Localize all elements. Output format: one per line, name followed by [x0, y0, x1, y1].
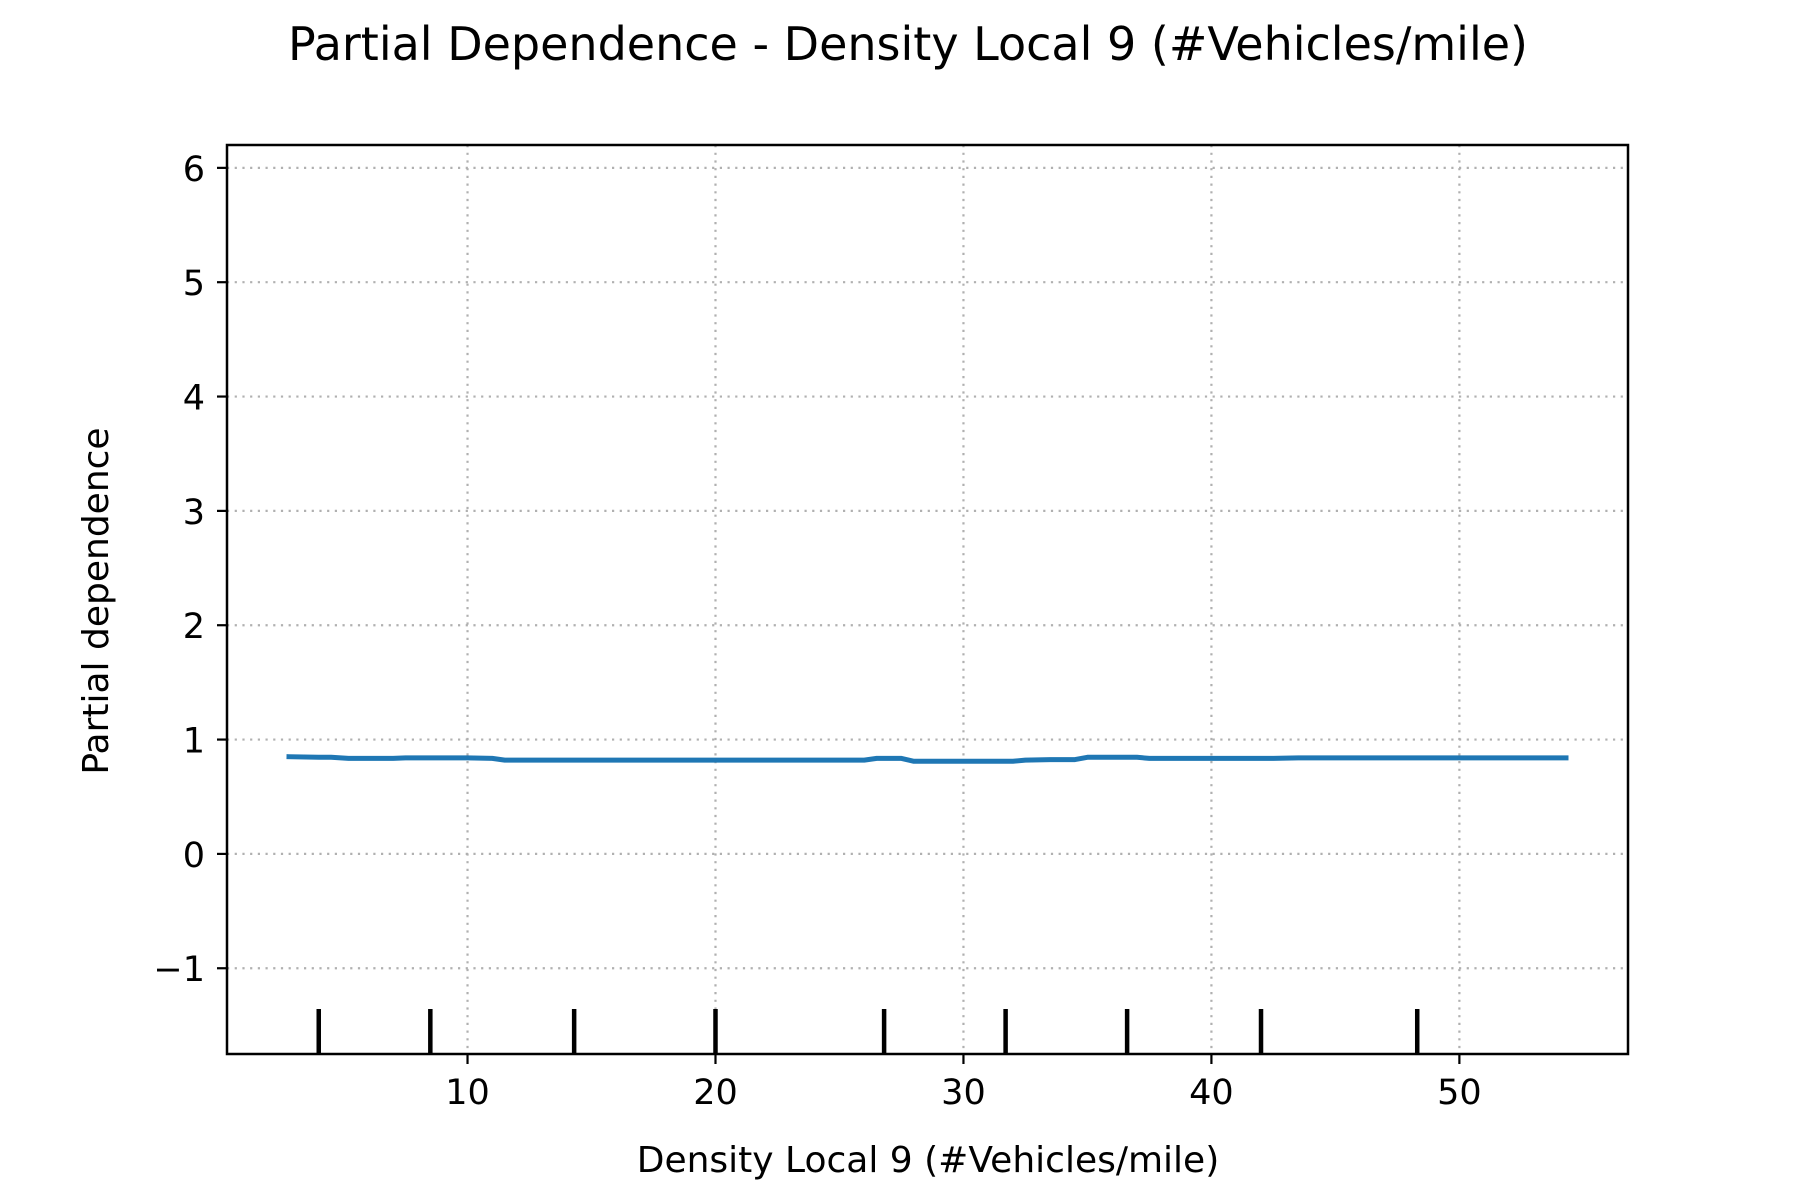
y-tick-label-0: −1	[153, 950, 205, 990]
y-tick-label-4: 3	[183, 493, 205, 533]
line-layer	[286, 754, 1569, 764]
x-tick-label-10: 10	[445, 1073, 490, 1113]
y-axis-label: Partial dependence	[76, 427, 117, 774]
rug-layer	[316, 1009, 1420, 1054]
x-axis-label: Density Local 9 (#Vehicles/mile)	[637, 1140, 1220, 1181]
x-tick-label-40: 40	[1189, 1073, 1234, 1113]
axis-layer	[225, 143, 1630, 1056]
grid-layer	[227, 145, 1628, 1054]
y-tick-label-2: 1	[183, 722, 205, 762]
y-tick-label-5: 4	[183, 379, 205, 419]
plot-frame	[225, 143, 1630, 1056]
y-tick-label-3: 2	[183, 607, 205, 647]
x-tick-label-50: 50	[1437, 1073, 1482, 1113]
y-tick-label-6: 5	[183, 264, 205, 304]
x-tick-label-30: 30	[941, 1073, 986, 1113]
partial-dependence-line	[286, 754, 1569, 764]
chart-title: Partial Dependence - Density Local 9 (#V…	[288, 17, 1528, 71]
y-tick-label-1: 0	[183, 836, 205, 876]
x-tick-label-20: 20	[693, 1073, 738, 1113]
tick-layer: 10 20 30 40 50 −1 0 1 2 3 4 5 6	[153, 150, 1481, 1113]
y-tick-label-7: 6	[183, 150, 205, 190]
